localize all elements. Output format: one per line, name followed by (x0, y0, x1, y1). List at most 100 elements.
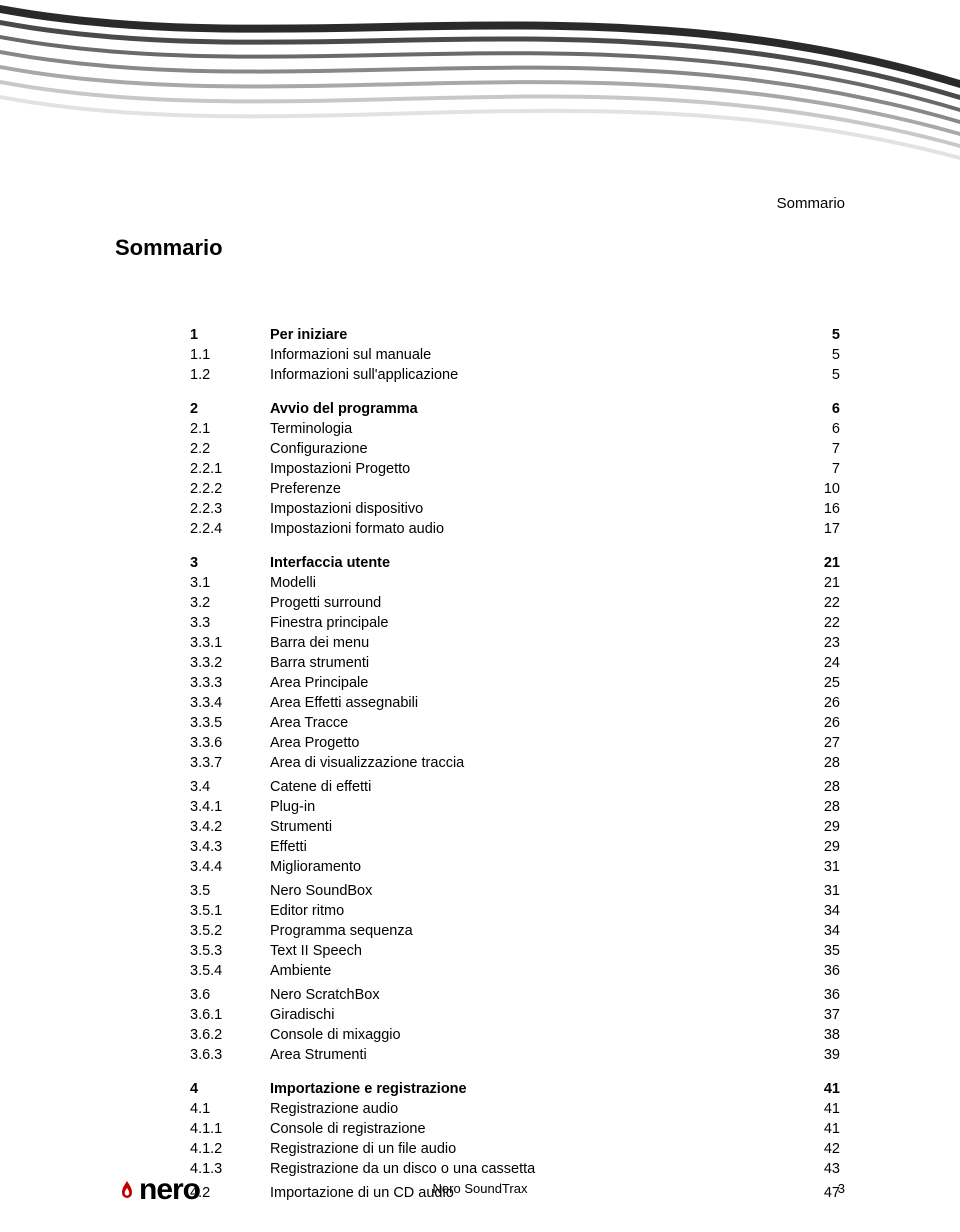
toc-row[interactable]: 3.3.6Area Progetto27 (190, 733, 840, 753)
toc-label: Ambiente (270, 961, 800, 981)
toc-page: 36 (800, 985, 840, 1005)
toc-label: Impostazioni dispositivo (270, 499, 800, 519)
toc-row[interactable]: 2.2Configurazione7 (190, 439, 840, 459)
toc-number: 4 (190, 1079, 270, 1099)
toc-row[interactable]: 3.3.2Barra strumenti24 (190, 653, 840, 673)
toc-row[interactable]: 3.3.1Barra dei menu23 (190, 633, 840, 653)
toc-row[interactable]: 3.4.2Strumenti29 (190, 817, 840, 837)
toc-gap (190, 1065, 840, 1079)
toc-page: 5 (800, 365, 840, 385)
toc-number: 2.1 (190, 419, 270, 439)
toc-label: Giradischi (270, 1005, 800, 1025)
toc-row[interactable]: 1Per iniziare5 (190, 325, 840, 345)
toc-number: 4.1.1 (190, 1119, 270, 1139)
toc-row[interactable]: 3.5Nero SoundBox31 (190, 881, 840, 901)
toc-number: 2.2 (190, 439, 270, 459)
toc-page: 5 (800, 345, 840, 365)
toc-number: 3.5.2 (190, 921, 270, 941)
toc-number: 3 (190, 553, 270, 573)
toc-row[interactable]: 3.5.3Text II Speech35 (190, 941, 840, 961)
toc-label: Console di registrazione (270, 1119, 800, 1139)
toc-row[interactable]: 3.6Nero ScratchBox36 (190, 985, 840, 1005)
toc-number: 3.5.1 (190, 901, 270, 921)
toc-label: Programma sequenza (270, 921, 800, 941)
toc-label: Nero ScratchBox (270, 985, 800, 1005)
toc-row[interactable]: 1.1Informazioni sul manuale5 (190, 345, 840, 365)
toc-row[interactable]: 2.1Terminologia6 (190, 419, 840, 439)
toc-page: 10 (800, 479, 840, 499)
toc-number: 3.4.3 (190, 837, 270, 857)
toc-row[interactable]: 4.1.2Registrazione di un file audio42 (190, 1139, 840, 1159)
toc-row[interactable]: 3.5.2Programma sequenza34 (190, 921, 840, 941)
toc-row[interactable]: 3.6.2Console di mixaggio38 (190, 1025, 840, 1045)
page-footer: nero Nero SoundTrax 3 (0, 1162, 960, 1202)
toc-label: Informazioni sull'applicazione (270, 365, 800, 385)
toc-number: 3.2 (190, 593, 270, 613)
toc-number: 3.6.2 (190, 1025, 270, 1045)
toc-number: 2.2.1 (190, 459, 270, 479)
toc-page: 42 (800, 1139, 840, 1159)
toc-row[interactable]: 3.5.4Ambiente36 (190, 961, 840, 981)
footer-product-name: Nero SoundTrax (0, 1181, 960, 1196)
toc-page: 35 (800, 941, 840, 961)
toc-row[interactable]: 3.4Catene di effetti28 (190, 777, 840, 797)
toc-row[interactable]: 3.1Modelli21 (190, 573, 840, 593)
toc-label: Text II Speech (270, 941, 800, 961)
toc-page: 31 (800, 881, 840, 901)
toc-label: Per iniziare (270, 325, 800, 345)
toc-label: Barra strumenti (270, 653, 800, 673)
toc-row[interactable]: 3.6.1Giradischi37 (190, 1005, 840, 1025)
page-header-label: Sommario (777, 195, 845, 212)
toc-row[interactable]: 3.5.1Editor ritmo34 (190, 901, 840, 921)
toc-row[interactable]: 3.4.3Effetti29 (190, 837, 840, 857)
toc-row[interactable]: 3.3.4Area Effetti assegnabili26 (190, 693, 840, 713)
toc-page: 17 (800, 519, 840, 539)
toc-page: 28 (800, 777, 840, 797)
toc-number: 2 (190, 399, 270, 419)
toc-number: 2.2.3 (190, 499, 270, 519)
toc-row[interactable]: 2.2.3Impostazioni dispositivo16 (190, 499, 840, 519)
toc-row[interactable]: 3.4.4Miglioramento31 (190, 857, 840, 877)
toc-row[interactable]: 2.2.4Impostazioni formato audio17 (190, 519, 840, 539)
toc-row[interactable]: 4Importazione e registrazione41 (190, 1079, 840, 1099)
toc-row[interactable]: 3.3.7Area di visualizzazione traccia28 (190, 753, 840, 773)
toc-row[interactable]: 1.2Informazioni sull'applicazione5 (190, 365, 840, 385)
header-wave-graphic (0, 0, 960, 200)
toc-number: 1.2 (190, 365, 270, 385)
toc-row[interactable]: 4.1.1Console di registrazione41 (190, 1119, 840, 1139)
toc-row[interactable]: 3.3.5Area Tracce26 (190, 713, 840, 733)
toc-label: Configurazione (270, 439, 800, 459)
toc-page: 23 (800, 633, 840, 653)
toc-label: Informazioni sul manuale (270, 345, 800, 365)
toc-label: Progetti surround (270, 593, 800, 613)
toc-label: Impostazioni formato audio (270, 519, 800, 539)
toc-number: 4.1 (190, 1099, 270, 1119)
toc-row[interactable]: 2.2.2Preferenze10 (190, 479, 840, 499)
toc-page: 29 (800, 817, 840, 837)
toc-label: Editor ritmo (270, 901, 800, 921)
toc-page: 41 (800, 1079, 840, 1099)
toc-number: 3.4.1 (190, 797, 270, 817)
toc-label: Importazione e registrazione (270, 1079, 800, 1099)
toc-row[interactable]: 3Interfaccia utente21 (190, 553, 840, 573)
toc-row[interactable]: 2.2.1Impostazioni Progetto7 (190, 459, 840, 479)
toc-row[interactable]: 3.2Progetti surround22 (190, 593, 840, 613)
toc-number: 3.3.6 (190, 733, 270, 753)
toc-label: Console di mixaggio (270, 1025, 800, 1045)
toc-page: 34 (800, 901, 840, 921)
toc-label: Area di visualizzazione traccia (270, 753, 800, 773)
toc-row[interactable]: 2Avvio del programma6 (190, 399, 840, 419)
toc-row[interactable]: 4.1Registrazione audio41 (190, 1099, 840, 1119)
toc-row[interactable]: 3.4.1Plug-in28 (190, 797, 840, 817)
toc-number: 3.5.4 (190, 961, 270, 981)
toc-row[interactable]: 3.3.3Area Principale25 (190, 673, 840, 693)
toc-number: 3.6.3 (190, 1045, 270, 1065)
toc-row[interactable]: 3.3Finestra principale22 (190, 613, 840, 633)
toc-label: Catene di effetti (270, 777, 800, 797)
toc-page: 16 (800, 499, 840, 519)
toc-page: 31 (800, 857, 840, 877)
toc-page: 25 (800, 673, 840, 693)
toc-row[interactable]: 3.6.3Area Strumenti39 (190, 1045, 840, 1065)
toc-number: 3.3.3 (190, 673, 270, 693)
toc-page: 39 (800, 1045, 840, 1065)
